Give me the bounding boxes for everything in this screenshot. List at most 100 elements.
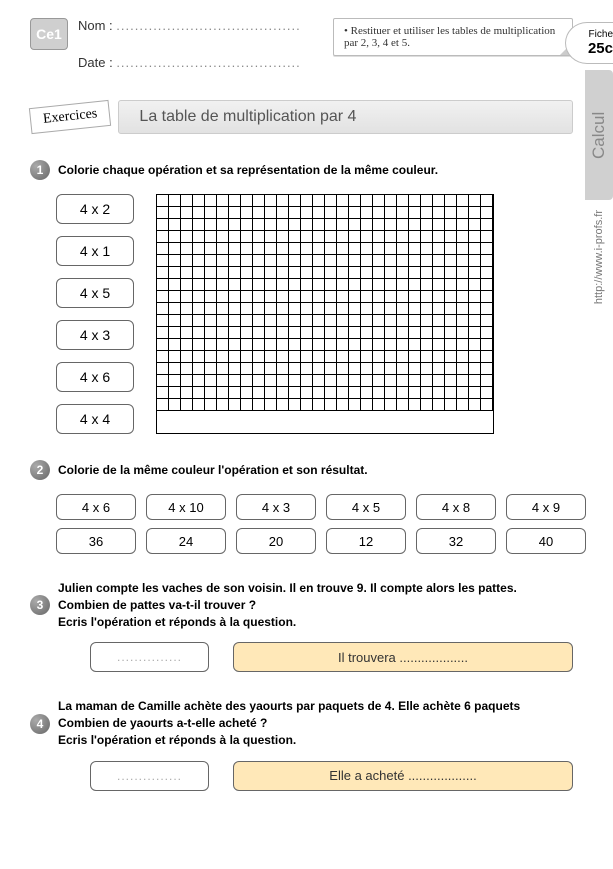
ex3-answer-box[interactable]: Il trouvera ................... (233, 642, 573, 672)
grid-cell (385, 315, 397, 327)
grid-cell (253, 267, 265, 279)
grid-cell (397, 279, 409, 291)
grid-cell (421, 255, 433, 267)
grid-cell (241, 399, 253, 411)
grid-cell (181, 315, 193, 327)
grid-cell (421, 351, 433, 363)
op-tile: 4 x 6 (56, 362, 134, 392)
grid-cell (241, 291, 253, 303)
level-badge: Ce1 (30, 18, 68, 50)
grid-cell (229, 207, 241, 219)
grid-cell (313, 315, 325, 327)
grid-cell (337, 291, 349, 303)
grid-cell (421, 267, 433, 279)
grid-cell (193, 327, 205, 339)
ex4-op-box[interactable]: ............... (90, 761, 209, 791)
grid-cell (325, 339, 337, 351)
grid-cell (397, 327, 409, 339)
grid-cell (277, 375, 289, 387)
grid-cell (181, 267, 193, 279)
grid-cell (313, 219, 325, 231)
grid-cell (265, 195, 277, 207)
grid-cell (457, 399, 469, 411)
grid-cell (385, 267, 397, 279)
grid-cell (313, 243, 325, 255)
grid-cell (397, 255, 409, 267)
grid-cell (301, 219, 313, 231)
ex-number-4: 4 (30, 714, 50, 734)
objective-box: • Restituer et utiliser les tables de mu… (333, 18, 573, 56)
grid-cell (229, 351, 241, 363)
grid-cell (241, 243, 253, 255)
grid-cell (361, 351, 373, 363)
grid-cell (157, 291, 169, 303)
grid-cell (421, 363, 433, 375)
grid-cell (481, 195, 493, 207)
grid-cell (373, 231, 385, 243)
grid-cell (157, 375, 169, 387)
grid-cell (433, 207, 445, 219)
fiche-label: Fiche (589, 29, 613, 40)
grid-cell (349, 267, 361, 279)
grid-cell (253, 363, 265, 375)
grid-cell (253, 255, 265, 267)
grid-cell (205, 303, 217, 315)
grid-cell (397, 219, 409, 231)
grid-cell (229, 267, 241, 279)
grid-cell (385, 363, 397, 375)
grid-cell (289, 195, 301, 207)
grid-cell (433, 363, 445, 375)
grid-cell (181, 231, 193, 243)
grid-cell (313, 267, 325, 279)
grid-cell (349, 363, 361, 375)
grid-cell (229, 387, 241, 399)
grid-cell (421, 279, 433, 291)
ex4-answer-box[interactable]: Elle a acheté ................... (233, 761, 573, 791)
grid-cell (457, 375, 469, 387)
grid-cell (265, 291, 277, 303)
grid-cell (193, 207, 205, 219)
grid-cell (205, 387, 217, 399)
grid-cell (277, 363, 289, 375)
grid-cell (313, 303, 325, 315)
grid-cell (385, 195, 397, 207)
grid-cell (313, 387, 325, 399)
grid-cell (157, 207, 169, 219)
date-row: Date : .................................… (78, 55, 301, 70)
grid-cell (157, 363, 169, 375)
grid-cell (265, 363, 277, 375)
grid-cell (469, 291, 481, 303)
grid-cell (397, 351, 409, 363)
grid-cell (445, 327, 457, 339)
grid-cell (193, 255, 205, 267)
grid-cell (409, 291, 421, 303)
grid-cell (313, 351, 325, 363)
ex2-cell: 4 x 3 (236, 494, 316, 520)
grid-cell (241, 207, 253, 219)
grid-cell (217, 195, 229, 207)
grid-cell (337, 195, 349, 207)
grid-cell (373, 399, 385, 411)
grid-cell (157, 243, 169, 255)
grid-cell (433, 255, 445, 267)
grid-cell (457, 339, 469, 351)
ex2-cell: 24 (146, 528, 226, 554)
grid-cell (229, 399, 241, 411)
grid-cell (229, 243, 241, 255)
grid-cell (265, 207, 277, 219)
grid-cell (409, 339, 421, 351)
grid-cell (397, 375, 409, 387)
grid-cell (205, 327, 217, 339)
grid-cell (205, 363, 217, 375)
ex2-cell: 36 (56, 528, 136, 554)
grid-cell (337, 315, 349, 327)
grid-cell (205, 195, 217, 207)
ex3-op-box[interactable]: ............... (90, 642, 209, 672)
grid-cell (193, 351, 205, 363)
grid-cell (337, 279, 349, 291)
date-label: Date : (78, 55, 113, 70)
grid-cell (481, 303, 493, 315)
grid-cell (349, 231, 361, 243)
grid-cell (157, 195, 169, 207)
grid-cell (289, 291, 301, 303)
